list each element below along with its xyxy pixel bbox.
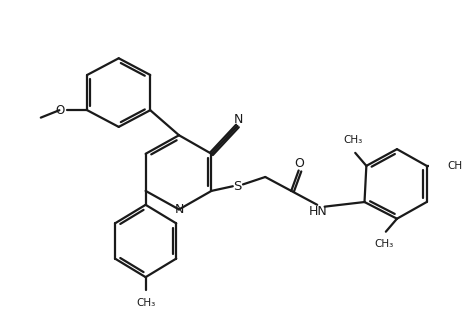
Text: N: N [234, 113, 243, 126]
Text: S: S [233, 180, 242, 193]
Text: O: O [56, 104, 65, 117]
Text: CH₃: CH₃ [344, 136, 363, 145]
Text: CH₃: CH₃ [447, 161, 462, 171]
Text: N: N [174, 203, 184, 216]
Text: HN: HN [309, 205, 328, 218]
Text: CH₃: CH₃ [136, 298, 155, 308]
Text: CH₃: CH₃ [374, 239, 394, 249]
Text: O: O [295, 157, 304, 170]
